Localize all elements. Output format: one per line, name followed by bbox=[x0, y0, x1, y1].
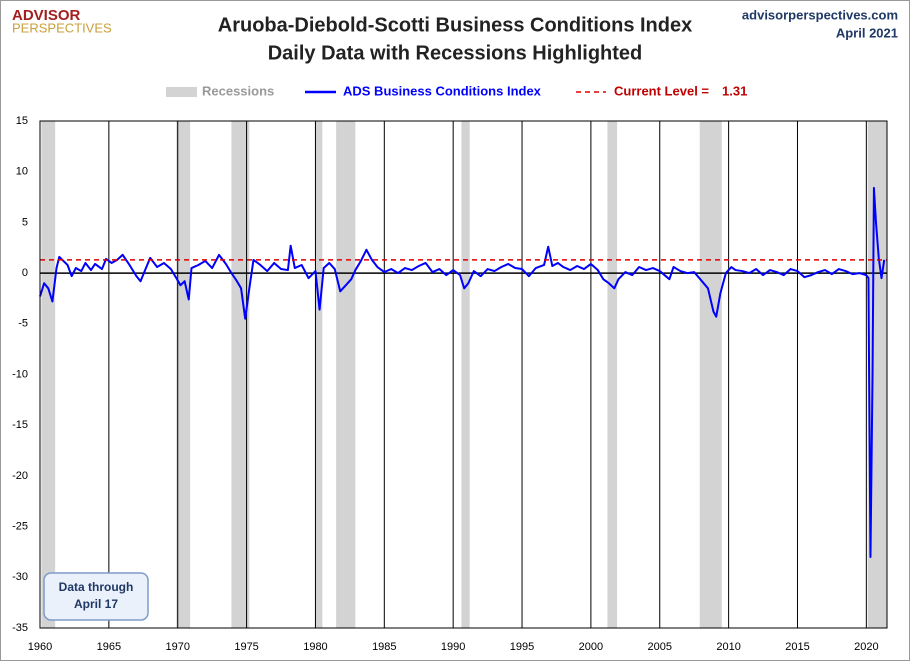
annotation: Data through April 17 bbox=[43, 572, 149, 621]
x-tick-label: 2015 bbox=[785, 641, 809, 653]
recession-band bbox=[461, 121, 470, 628]
legend: Recessions ADS Business Conditions Index… bbox=[166, 83, 747, 98]
y-tick-label: -20 bbox=[12, 470, 28, 482]
recession-band bbox=[176, 121, 191, 628]
annotation-text: April 17 bbox=[74, 597, 118, 611]
legend-swatch bbox=[166, 87, 197, 97]
y-tick-label: 5 bbox=[22, 216, 28, 228]
y-tick-label: -15 bbox=[12, 419, 28, 431]
x-tick-label: 1995 bbox=[510, 641, 534, 653]
x-tick-label: 1975 bbox=[234, 641, 258, 653]
x-tick-label: 2005 bbox=[648, 641, 672, 653]
legend-value: 1.31 bbox=[722, 83, 747, 98]
plot-border bbox=[39, 120, 888, 629]
y-tick-label: -25 bbox=[12, 521, 28, 533]
x-tick-label: 1970 bbox=[165, 641, 189, 653]
x-tick-label: 1960 bbox=[28, 641, 52, 653]
y-tick-label: 0 bbox=[22, 267, 28, 279]
x-tick-label: 1990 bbox=[441, 641, 465, 653]
annotation-text: Data through bbox=[59, 580, 134, 594]
recession-band bbox=[699, 121, 722, 628]
legend-label: ADS Business Conditions Index bbox=[343, 83, 542, 98]
recession-band bbox=[41, 121, 56, 628]
marks bbox=[39, 186, 887, 559]
x-tick-label: 1965 bbox=[97, 641, 121, 653]
source: advisorperspectives.com bbox=[742, 7, 898, 22]
series-line bbox=[39, 186, 886, 559]
y-tick-label: -5 bbox=[18, 318, 28, 330]
x-tick-label: 2000 bbox=[579, 641, 603, 653]
annotation-box bbox=[43, 572, 149, 621]
chart-subtitle: Daily Data with Recessions Highlighted bbox=[268, 42, 643, 64]
chart-title: Aruoba-Diebold-Scotti Business Condition… bbox=[218, 14, 692, 36]
x-tick-label: 1980 bbox=[303, 641, 327, 653]
y-tick-label: -35 bbox=[12, 622, 28, 634]
x-tick-label: 1985 bbox=[372, 641, 396, 653]
recession-band bbox=[607, 121, 618, 628]
y-tick-label: -10 bbox=[12, 368, 28, 380]
y-tick-label: 15 bbox=[16, 115, 28, 127]
logo-bottom: PERSPECTIVES bbox=[12, 20, 112, 35]
recession-band bbox=[315, 121, 323, 628]
date: April 2021 bbox=[836, 25, 898, 40]
x-tick-label: 2010 bbox=[716, 641, 740, 653]
y-tick-label: -30 bbox=[12, 571, 28, 583]
logo-top: ADVISOR bbox=[12, 7, 81, 24]
y-tick-label: 10 bbox=[16, 166, 28, 178]
legend-label: Recessions bbox=[202, 83, 274, 98]
x-tick-label: 2020 bbox=[854, 641, 878, 653]
legend-label: Current Level = bbox=[614, 83, 709, 98]
recession-band bbox=[336, 121, 356, 628]
recession-band bbox=[231, 121, 250, 628]
